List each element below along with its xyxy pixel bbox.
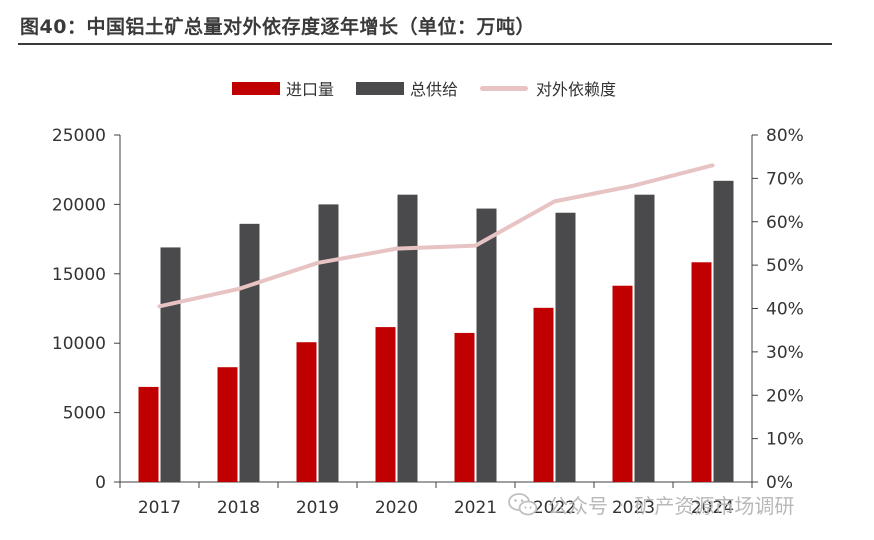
y-right-tick-label: 50% xyxy=(766,256,804,276)
legend-item-dependency: 对外依赖度 xyxy=(480,76,616,100)
bar-import xyxy=(217,367,238,482)
bar-supply xyxy=(713,180,734,482)
legend: 进口量 总供给 对外依赖度 xyxy=(232,76,638,100)
x-tick-label: 2022 xyxy=(533,498,576,518)
y-right-tick-label: 20% xyxy=(766,386,804,406)
legend-item-import: 进口量 xyxy=(232,76,334,100)
y-left-tick-label: 25000 xyxy=(52,126,106,146)
legend-item-supply: 总供给 xyxy=(356,76,458,100)
bar-import xyxy=(533,307,554,482)
bar-supply xyxy=(318,204,339,482)
bar-supply xyxy=(476,208,497,482)
watermark-platform: 公众号 xyxy=(548,494,608,518)
bar-supply xyxy=(634,194,655,482)
watermark: 公众号 · 矿产资源市场调研 xyxy=(508,490,794,519)
y-right-tick-label: 0% xyxy=(766,473,793,493)
x-tick-label: 2021 xyxy=(454,498,497,518)
y-left-tick-label: 20000 xyxy=(52,195,106,215)
bar-import xyxy=(454,332,475,482)
x-tick-label: 2017 xyxy=(138,498,181,518)
legend-label-supply: 总供给 xyxy=(410,80,459,99)
title-underline xyxy=(18,43,832,45)
bar-import xyxy=(691,262,712,482)
y-left-tick-label: 15000 xyxy=(52,265,106,285)
wechat-icon xyxy=(508,492,538,515)
x-tick-label: 2020 xyxy=(375,498,418,518)
watermark-account: 矿产资源市场调研 xyxy=(634,494,795,518)
y-right-tick-label: 30% xyxy=(766,343,804,363)
x-tick-label: 2018 xyxy=(217,498,260,518)
bar-supply xyxy=(397,194,418,482)
y-right-tick-label: 60% xyxy=(766,213,804,233)
line-dependency xyxy=(157,163,715,309)
legend-label-import: 进口量 xyxy=(286,80,335,99)
y-right-tick-label: 40% xyxy=(766,300,804,320)
y-left-tick-label: 10000 xyxy=(52,334,106,354)
y-right-tick-label: 70% xyxy=(766,169,804,189)
y-right-tick-label: 10% xyxy=(766,430,804,450)
watermark-separator: · xyxy=(618,492,625,517)
legend-swatch-dependency xyxy=(480,85,529,91)
bar-import xyxy=(138,386,159,482)
y-right-tick-label: 80% xyxy=(766,126,804,146)
bar-supply xyxy=(160,247,181,482)
bar-import xyxy=(612,285,633,482)
bar-supply xyxy=(555,212,576,482)
legend-label-dependency: 对外依赖度 xyxy=(536,80,617,99)
bar-import xyxy=(375,327,396,482)
legend-swatch-import xyxy=(232,81,280,95)
y-left-tick-label: 5000 xyxy=(63,404,106,424)
x-tick-label: 2023 xyxy=(612,498,655,518)
bar-supply xyxy=(239,223,260,482)
chart-title: 图40：中国铝土矿总量对外依存度逐年增长（单位：万吨） xyxy=(20,16,535,38)
x-tick-label: 2024 xyxy=(691,498,734,518)
bar-import xyxy=(296,342,317,482)
y-left-tick-label: 0 xyxy=(95,473,106,493)
x-tick-label: 2019 xyxy=(296,498,339,518)
legend-swatch-supply xyxy=(356,81,405,95)
